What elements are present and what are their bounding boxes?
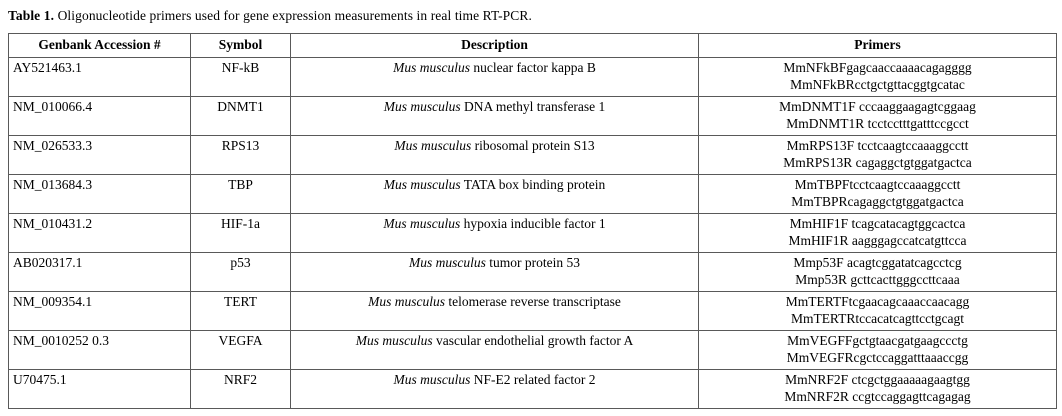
- primers-table: Genbank Accession # Symbol Description P…: [8, 33, 1057, 409]
- primers-cell: MmTBPFtcctcaagtccaaaggcctt MmTBPRcagaggc…: [698, 174, 1057, 214]
- description-cell: Mus musculus ribosomal protein S13: [290, 135, 699, 175]
- header-symbol: Symbol: [190, 33, 291, 58]
- description-text: vascular endothelial growth factor A: [436, 333, 634, 348]
- description-cell: Mus musculus TATA box binding protein: [290, 174, 699, 214]
- species-name: Mus musculus: [394, 138, 472, 153]
- accession-cell: NM_013684.3: [8, 174, 191, 214]
- primers-cell: MmRPS13F tcctcaagtccaaaggcctt MmRPS13R c…: [698, 135, 1057, 175]
- header-primers: Primers: [698, 33, 1057, 58]
- reverse-primer: Mmp53R gcttcacttgggccttcaaa: [795, 272, 960, 288]
- reverse-primer: MmDNMT1R tcctcctttgatttccgcct: [786, 116, 969, 132]
- accession-cell: NM_0010252 0.3: [8, 330, 191, 370]
- description-text: nuclear factor kappa B: [473, 60, 596, 75]
- primers-cell: MmTERTFtcgaacagcaaaccaacagg MmTERTRtccac…: [698, 291, 1057, 331]
- species-name: Mus musculus: [409, 255, 486, 270]
- table-caption-label: Table 1.: [8, 8, 55, 23]
- forward-primer: MmTBPFtcctcaagtccaaaggcctt: [794, 177, 961, 192]
- description-text: TATA box binding protein: [463, 177, 606, 192]
- description-cell: Mus musculus tumor protein 53: [290, 252, 699, 292]
- table-row: AB020317.1 p53 Mus musculus tumor protei…: [8, 252, 1057, 292]
- table-body: AY521463.1 NF-kB Mus musculus nuclear fa…: [8, 57, 1057, 409]
- species-name: Mus musculus: [393, 372, 471, 387]
- description-text: DNA methyl transferase 1: [463, 99, 606, 114]
- symbol-cell: p53: [190, 252, 291, 292]
- symbol-cell: TBP: [190, 174, 291, 214]
- symbol-cell: NRF2: [190, 369, 291, 409]
- reverse-primer: MmTERTRtccacatcagttcctgcagt: [790, 311, 965, 327]
- table-row: NM_026533.3 RPS13 Mus musculus ribosomal…: [8, 135, 1057, 175]
- table-row: NM_0010252 0.3 VEGFA Mus musculus vascul…: [8, 330, 1057, 370]
- primers-cell: MmVEGFFgctgtaacgatgaagccctg MmVEGFRcgctc…: [698, 330, 1057, 370]
- description-text: tumor protein 53: [489, 255, 580, 270]
- primers-cell: MmDNMT1F cccaaggaagagtcggaag MmDNMT1R tc…: [698, 96, 1057, 136]
- symbol-cell: HIF-1a: [190, 213, 291, 253]
- primers-cell: MmNRF2F ctcgctggaaaaagaagtgg MmNRF2R ccg…: [698, 369, 1057, 409]
- description-cell: Mus musculus DNA methyl transferase 1: [290, 96, 699, 136]
- table-caption-text: Oligonucleotide primers used for gene ex…: [57, 8, 532, 23]
- accession-cell: NM_010431.2: [8, 213, 191, 253]
- primers-cell: Mmp53F acagtcggatatcagcctcg Mmp53R gcttc…: [698, 252, 1057, 292]
- species-name: Mus musculus: [368, 294, 446, 309]
- accession-cell: U70475.1: [8, 369, 191, 409]
- forward-primer: Mmp53F acagtcggatatcagcctcg: [793, 255, 962, 270]
- symbol-cell: DNMT1: [190, 96, 291, 136]
- symbol-cell: RPS13: [190, 135, 291, 175]
- table-caption: Table 1. Oligonucleotide primers used fo…: [8, 8, 1062, 24]
- reverse-primer: MmNFkBRcctgctgttacggtgcatac: [790, 77, 965, 93]
- description-text: ribosomal protein S13: [474, 138, 595, 153]
- table-row: NM_010066.4 DNMT1 Mus musculus DNA methy…: [8, 96, 1057, 136]
- table-row: AY521463.1 NF-kB Mus musculus nuclear fa…: [8, 57, 1057, 97]
- reverse-primer: MmRPS13R cagaggctgtggatgactca: [783, 155, 972, 171]
- description-text: telomerase reverse transcriptase: [448, 294, 621, 309]
- primers-cell: MmNFkBFgagcaaccaaaacagagggg MmNFkBRcctgc…: [698, 57, 1057, 97]
- species-name: Mus musculus: [393, 60, 470, 75]
- forward-primer: MmHIF1F tcagcatacagtggcactca: [789, 216, 966, 231]
- header-description: Description: [290, 33, 699, 58]
- symbol-cell: VEGFA: [190, 330, 291, 370]
- accession-cell: NM_010066.4: [8, 96, 191, 136]
- accession-cell: AY521463.1: [8, 57, 191, 97]
- forward-primer: MmDNMT1F cccaaggaagagtcggaag: [779, 99, 976, 114]
- species-name: Mus musculus: [355, 333, 433, 348]
- table-header-row: Genbank Accession # Symbol Description P…: [8, 33, 1057, 58]
- forward-primer: MmRPS13F tcctcaagtccaaaggcctt: [786, 138, 969, 153]
- accession-cell: NM_026533.3: [8, 135, 191, 175]
- forward-primer: MmVEGFFgctgtaacgatgaagccctg: [787, 333, 968, 348]
- description-text: NF-E2 related factor 2: [473, 372, 596, 387]
- forward-primer: MmNRF2F ctcgctggaaaaagaagtgg: [785, 372, 970, 387]
- reverse-primer: MmVEGFRcgctccaggatttaaaccgg: [786, 350, 969, 366]
- description-text: hypoxia inducible factor 1: [463, 216, 606, 231]
- reverse-primer: MmHIF1R aagggagccatcatgttcca: [788, 233, 967, 249]
- table-row: NM_009354.1 TERT Mus musculus telomerase…: [8, 291, 1057, 331]
- description-cell: Mus musculus telomerase reverse transcri…: [290, 291, 699, 331]
- symbol-cell: TERT: [190, 291, 291, 331]
- species-name: Mus musculus: [383, 216, 461, 231]
- primers-cell: MmHIF1F tcagcatacagtggcactca MmHIF1R aag…: [698, 213, 1057, 253]
- description-cell: Mus musculus nuclear factor kappa B: [290, 57, 699, 97]
- species-name: Mus musculus: [383, 99, 461, 114]
- species-name: Mus musculus: [383, 177, 461, 192]
- table-row: NM_013684.3 TBP Mus musculus TATA box bi…: [8, 174, 1057, 214]
- header-genbank-accession: Genbank Accession #: [8, 33, 191, 58]
- reverse-primer: MmTBPRcagaggctgtggatgactca: [791, 194, 964, 210]
- accession-cell: AB020317.1: [8, 252, 191, 292]
- accession-cell: NM_009354.1: [8, 291, 191, 331]
- reverse-primer: MmNRF2R ccgtccaggagttcagagag: [784, 389, 971, 405]
- description-cell: Mus musculus vascular endothelial growth…: [290, 330, 699, 370]
- description-cell: Mus musculus hypoxia inducible factor 1: [290, 213, 699, 253]
- table-row: U70475.1 NRF2 Mus musculus NF-E2 related…: [8, 369, 1057, 409]
- table-row: NM_010431.2 HIF-1a Mus musculus hypoxia …: [8, 213, 1057, 253]
- description-cell: Mus musculus NF-E2 related factor 2: [290, 369, 699, 409]
- forward-primer: MmTERTFtcgaacagcaaaccaacagg: [785, 294, 970, 309]
- symbol-cell: NF-kB: [190, 57, 291, 97]
- forward-primer: MmNFkBFgagcaaccaaaacagagggg: [783, 60, 972, 75]
